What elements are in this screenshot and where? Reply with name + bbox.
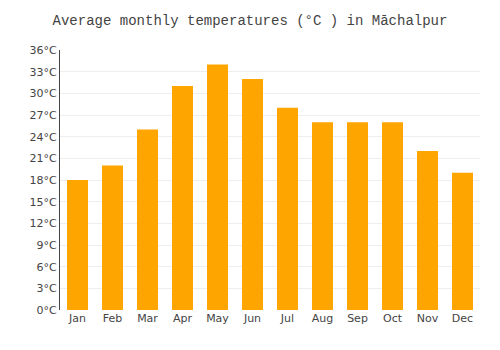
svg-text:6°C: 6°C — [37, 261, 57, 274]
svg-text:Dec: Dec — [452, 312, 473, 325]
svg-text:Apr: Apr — [173, 312, 193, 325]
svg-text:0°C: 0°C — [37, 304, 57, 317]
svg-text:18°C: 18°C — [30, 174, 57, 187]
svg-text:Sep: Sep — [347, 312, 368, 325]
svg-text:Jun: Jun — [243, 312, 261, 325]
svg-text:Average monthly temperatures (: Average monthly temperatures (°C ) in Mā… — [53, 13, 448, 29]
svg-text:Jul: Jul — [280, 312, 294, 325]
svg-text:3°C: 3°C — [37, 282, 57, 295]
svg-text:30°C: 30°C — [30, 87, 57, 100]
svg-text:24°C: 24°C — [30, 131, 57, 144]
svg-text:Nov: Nov — [417, 312, 439, 325]
svg-text:36°C: 36°C — [30, 44, 57, 57]
svg-text:12°C: 12°C — [30, 217, 57, 230]
svg-text:Oct: Oct — [383, 312, 403, 325]
svg-text:15°C: 15°C — [30, 196, 57, 209]
svg-text:9°C: 9°C — [37, 239, 57, 252]
svg-text:Feb: Feb — [103, 312, 122, 325]
svg-text:27°C: 27°C — [30, 109, 57, 122]
svg-text:33°C: 33°C — [30, 66, 57, 79]
svg-text:May: May — [206, 312, 229, 325]
svg-text:21°C: 21°C — [30, 152, 57, 165]
svg-text:Jan: Jan — [68, 312, 86, 325]
svg-text:Aug: Aug — [312, 312, 333, 325]
svg-text:Mar: Mar — [137, 312, 158, 325]
